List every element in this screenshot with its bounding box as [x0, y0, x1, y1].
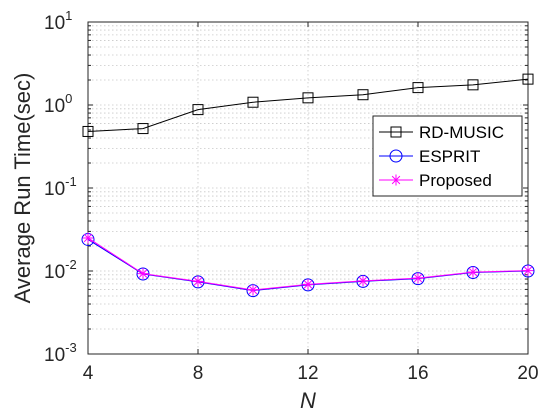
series-marker: [522, 73, 534, 85]
x-tick-label: 16: [407, 363, 428, 384]
y-tick-label: 10-1: [44, 174, 77, 200]
series-marker: [192, 275, 204, 287]
series-marker: [467, 79, 479, 91]
series-marker: [412, 272, 424, 284]
series-marker: [357, 89, 369, 101]
y-tick-label: 10-3: [44, 340, 77, 366]
legend-label: RD-MUSIC: [419, 123, 504, 142]
x-tick-label: 20: [517, 363, 538, 384]
x-tick-label: 12: [297, 363, 318, 384]
ticks: [87, 21, 529, 355]
series-marker: [412, 82, 424, 94]
x-tick-labels: 4 8 12 16 20: [83, 363, 539, 384]
series-marker: [82, 232, 94, 244]
series-marker: [192, 104, 204, 116]
legend-marker: [390, 126, 402, 138]
series-marker: [82, 125, 94, 137]
x-axis-label: N: [300, 388, 316, 413]
series-lines: [81, 73, 535, 298]
series-line: [87, 78, 529, 132]
series-marker: [522, 265, 534, 277]
legend-item: Proposed: [379, 171, 492, 190]
series-rd-music: [82, 73, 534, 137]
y-tick-label: 100: [44, 91, 72, 117]
y-tick-labels: 101 100 10-1 10-2 10-3: [44, 8, 77, 366]
series-marker: [357, 275, 369, 287]
x-tick-label: 4: [83, 363, 94, 384]
legend-label: ESPRIT: [419, 147, 480, 166]
series-marker: [137, 123, 149, 135]
legend-marker: [389, 149, 403, 163]
legend-marker: [390, 174, 402, 186]
legend: RD-MUSIC ESPRIT Proposed: [372, 115, 523, 197]
series-proposed: [82, 232, 534, 296]
series-marker: [302, 278, 314, 290]
series-marker: [302, 92, 314, 104]
y-tick-label: 101: [44, 8, 72, 34]
y-axis-label: Average Run Time(sec): [10, 73, 35, 304]
series-marker: [247, 96, 259, 108]
legend-item: ESPRIT: [379, 147, 480, 166]
legend-item: RD-MUSIC: [379, 123, 504, 142]
series-marker: [467, 266, 479, 278]
y-tick-label: 10-2: [44, 257, 77, 283]
series-marker: [137, 268, 149, 280]
legend-label: Proposed: [419, 171, 492, 190]
x-tick-label: 8: [193, 363, 204, 384]
series-marker: [247, 284, 259, 296]
